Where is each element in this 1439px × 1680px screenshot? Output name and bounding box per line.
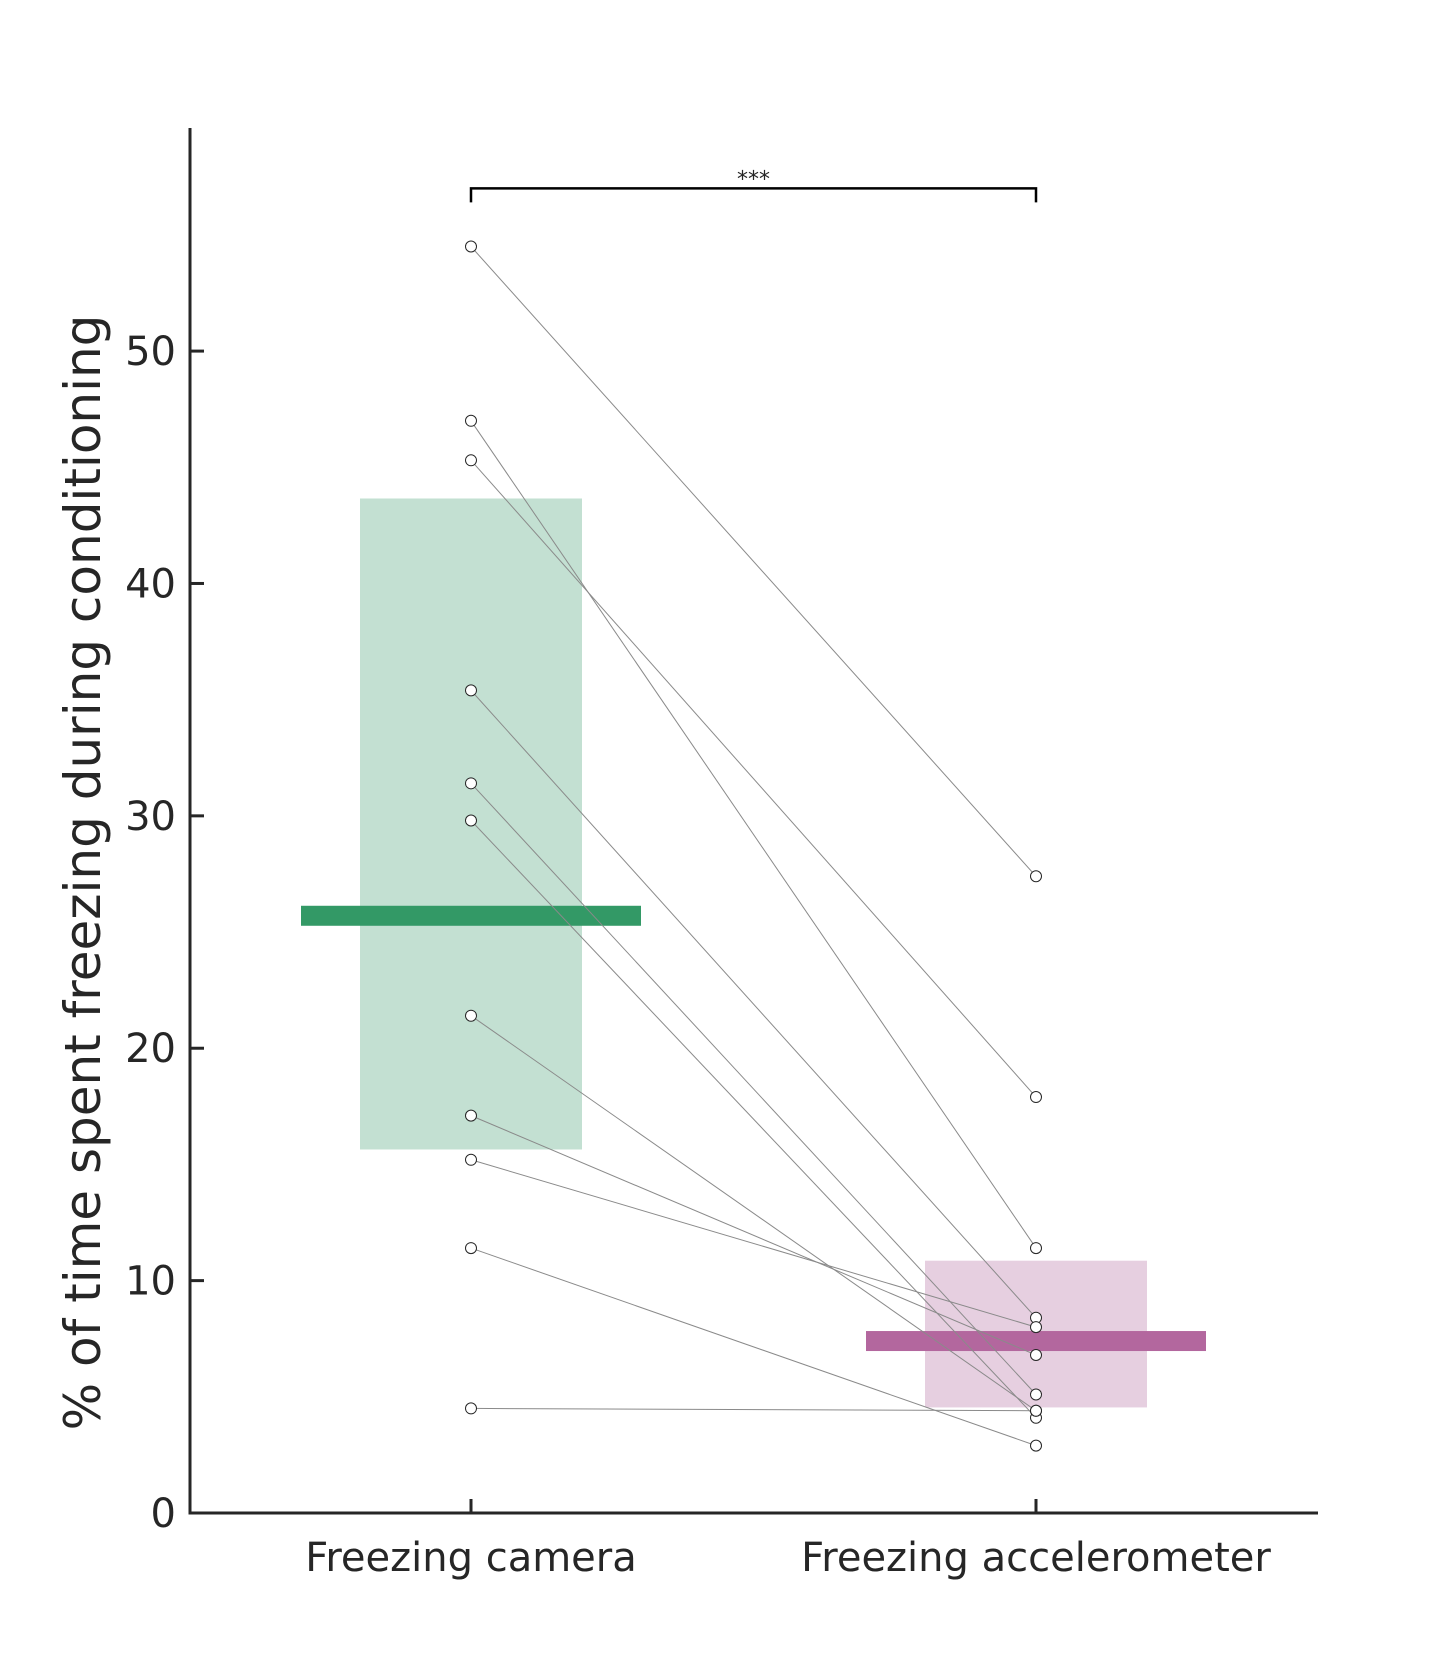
x-category-label: Freezing camera <box>305 1535 636 1581</box>
pair-line <box>470 1015 1037 1412</box>
camera-point <box>465 1402 477 1415</box>
paired-lines <box>470 246 1037 1447</box>
y-tick-label: 30 <box>125 794 176 840</box>
pair-line <box>470 1247 1037 1447</box>
pair-line <box>470 1407 1037 1412</box>
pair-line <box>470 1115 1037 1356</box>
camera-point <box>465 1009 477 1022</box>
significance-bracket-line <box>469 187 1038 203</box>
accelerometer-point <box>1030 1388 1042 1401</box>
camera-point <box>465 1153 477 1166</box>
pair-line <box>470 820 1037 1419</box>
significance-label: *** <box>737 167 770 192</box>
x-category-label: Freezing accelerometer <box>801 1535 1271 1581</box>
axes <box>188 128 1318 1515</box>
accelerometer-point <box>1030 1091 1042 1104</box>
accelerometer-point <box>1030 1404 1042 1417</box>
y-tick-label: 10 <box>125 1259 176 1305</box>
y-ticks: 0 10 20 30 40 50 <box>125 329 204 1537</box>
pair-line <box>470 459 1037 1098</box>
pair-line <box>470 782 1037 1395</box>
y-tick-label: 50 <box>125 329 176 375</box>
y-tick-label: 20 <box>125 1026 176 1072</box>
camera-point <box>465 1242 477 1255</box>
accelerometer-point <box>1030 1439 1042 1452</box>
data-points <box>465 240 1042 1452</box>
accelerometer-point <box>1030 1242 1042 1255</box>
camera-point <box>465 777 477 790</box>
pair-line <box>470 690 1037 1319</box>
camera-point <box>465 684 477 697</box>
significance-bracket: *** <box>469 167 1038 203</box>
pair-line <box>470 1159 1037 1328</box>
mean-bar <box>866 1331 1206 1352</box>
y-axis-label: % of time spent freezing during conditio… <box>54 315 112 1431</box>
accelerometer-point <box>1030 1348 1042 1361</box>
mean-bar <box>301 905 641 926</box>
camera-point <box>465 414 477 427</box>
camera-point <box>465 240 477 253</box>
camera-point <box>465 1109 477 1122</box>
camera-point <box>465 814 477 827</box>
summary-boxes <box>301 496 1206 1410</box>
camera-point <box>465 454 477 467</box>
accelerometer-point <box>1030 1321 1042 1334</box>
accelerometer-point <box>1030 870 1042 883</box>
pair-line <box>470 420 1037 1249</box>
pair-line <box>470 246 1037 877</box>
x-ticks: Freezing camera Freezing accelerometer <box>305 1499 1271 1581</box>
y-tick-label: 0 <box>151 1491 176 1537</box>
y-tick-label: 40 <box>125 561 176 607</box>
